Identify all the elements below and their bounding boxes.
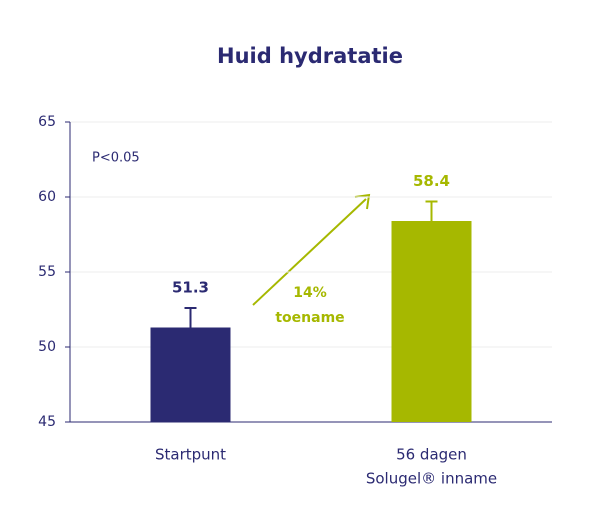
x-tick-label: 56 dagen: [396, 446, 467, 464]
value-label: 58.4: [413, 172, 450, 190]
y-tick-label: 55: [38, 264, 56, 280]
arrow-head: [354, 193, 371, 210]
x-tick-label: Solugel® inname: [366, 470, 497, 488]
annotation: 14%: [293, 285, 327, 301]
arrow: [252, 198, 367, 306]
annotation: toename: [275, 310, 344, 326]
x-tick-label: Startpunt: [155, 446, 226, 464]
y-tick-label: 60: [38, 189, 56, 205]
y-tick-label: 50: [38, 339, 56, 355]
chart-title: Huid hydratatie: [217, 44, 403, 68]
bar: [391, 221, 472, 422]
y-tick-label: 65: [38, 114, 56, 130]
y-tick-label: 45: [38, 414, 56, 430]
annotation: P<0.05: [92, 151, 140, 166]
value-label: 51.3: [172, 279, 209, 297]
bar: [150, 327, 231, 422]
